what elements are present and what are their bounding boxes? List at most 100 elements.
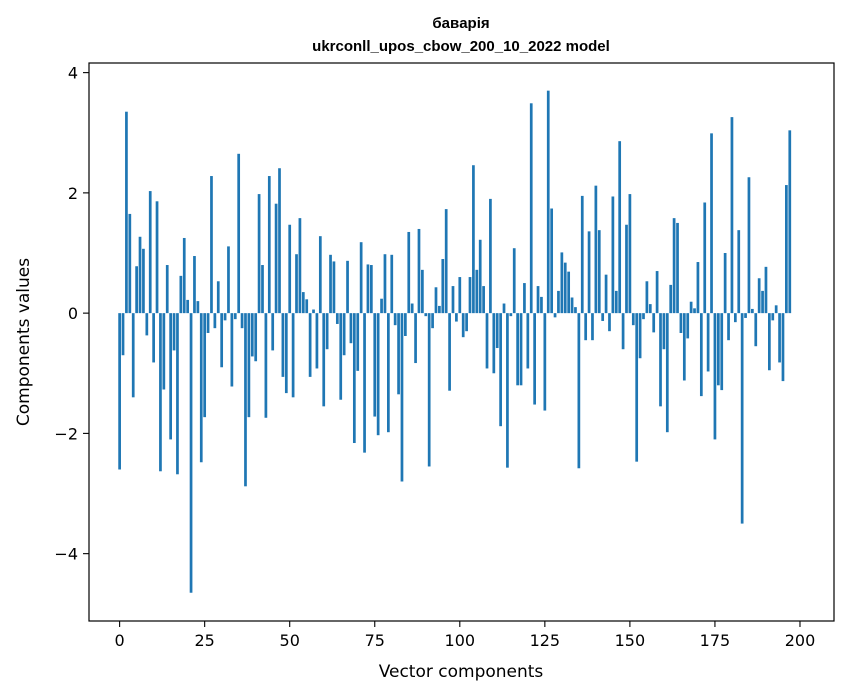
bar-131 xyxy=(563,262,567,314)
bar-149 xyxy=(625,224,628,314)
x-tick-label: 25 xyxy=(194,631,214,650)
bar-99 xyxy=(455,313,458,322)
bar-132 xyxy=(567,271,571,314)
bar-106 xyxy=(478,239,482,314)
bar-82 xyxy=(397,313,400,395)
bar-122 xyxy=(533,313,536,405)
bar-41 xyxy=(257,194,261,314)
bar-93 xyxy=(434,287,438,314)
bar-141 xyxy=(597,230,601,314)
bar-194 xyxy=(778,313,781,363)
bar-37 xyxy=(244,313,247,487)
bar-51 xyxy=(291,313,295,398)
bar-187 xyxy=(754,313,758,347)
bar-159 xyxy=(659,313,662,407)
bar-22 xyxy=(193,256,196,314)
bar-66 xyxy=(342,313,346,356)
bar-162 xyxy=(669,284,673,314)
bar-130 xyxy=(560,252,564,314)
bar-117 xyxy=(516,313,519,386)
bar-74 xyxy=(369,265,373,314)
plot-frame xyxy=(88,62,835,622)
bar-137 xyxy=(584,313,588,341)
bar-144 xyxy=(608,313,611,332)
bar-161 xyxy=(665,313,669,433)
bar-10 xyxy=(152,313,155,363)
bar-163 xyxy=(672,218,676,314)
bar-195 xyxy=(781,313,785,382)
bar-63 xyxy=(332,261,336,314)
bar-127 xyxy=(550,208,554,314)
bar-76 xyxy=(376,313,380,436)
bar-129 xyxy=(557,290,560,314)
chart-title: бавapiя xyxy=(432,15,489,32)
bar-112 xyxy=(499,313,502,427)
x-axis-label: Vector components xyxy=(379,662,544,682)
bar-3 xyxy=(128,213,132,314)
bar-108 xyxy=(485,313,489,369)
bar-4 xyxy=(131,313,135,398)
bar-59 xyxy=(318,236,322,314)
bar-128 xyxy=(553,313,557,318)
chart-subtitle: ukrconll_upos_cbow_200_10_2022 model xyxy=(312,38,610,55)
x-tick-label: 150 xyxy=(615,631,646,650)
bar-36 xyxy=(240,313,244,329)
bar-191 xyxy=(768,313,771,371)
bar-39 xyxy=(250,313,254,357)
bar-147 xyxy=(618,141,622,314)
y-axis-label: Components values xyxy=(14,258,34,426)
bar-178 xyxy=(723,253,727,314)
bar-101 xyxy=(461,313,465,338)
bar-57 xyxy=(312,309,315,314)
bar-145 xyxy=(611,196,615,314)
bar-111 xyxy=(495,313,499,349)
bar-75 xyxy=(373,313,377,417)
x-tick-label: 125 xyxy=(530,631,561,650)
bar-136 xyxy=(580,195,584,314)
bar-115 xyxy=(509,313,513,317)
bar-184 xyxy=(744,313,747,318)
bar-89 xyxy=(421,269,424,314)
bar-171 xyxy=(699,313,703,397)
bar-73 xyxy=(366,264,370,314)
bar-151 xyxy=(631,313,635,326)
bar-16 xyxy=(172,313,176,351)
bar-126 xyxy=(546,90,550,314)
bar-38 xyxy=(247,313,251,418)
bar-78 xyxy=(383,254,387,314)
bar-114 xyxy=(506,313,509,468)
bar-43 xyxy=(264,313,268,418)
bar-123 xyxy=(536,286,540,314)
bar-190 xyxy=(764,266,768,314)
bar-102 xyxy=(465,313,468,332)
bar-52 xyxy=(295,254,298,314)
bar-28 xyxy=(213,313,217,329)
bar-196 xyxy=(785,185,788,314)
bar-142 xyxy=(601,313,605,321)
bar-47 xyxy=(278,168,281,314)
bar-165 xyxy=(679,313,683,333)
bar-71 xyxy=(359,242,363,314)
bar-0 xyxy=(118,313,121,470)
bar-120 xyxy=(526,313,530,369)
bar-173 xyxy=(706,313,710,372)
bar-55 xyxy=(305,299,309,314)
bar-44 xyxy=(267,176,271,314)
x-tick-label: 200 xyxy=(785,631,816,650)
bar-157 xyxy=(652,313,656,333)
x-axis: 0 25 50 75 100 125 150 175 200 xyxy=(115,621,816,650)
bar-48 xyxy=(281,313,285,377)
bar-143 xyxy=(604,274,608,314)
y-axis: −4 −2 0 2 4 xyxy=(54,64,89,564)
y-tick-label: −4 xyxy=(54,545,78,564)
bar-152 xyxy=(635,313,639,462)
bar-154 xyxy=(642,313,645,320)
bar-88 xyxy=(417,228,421,314)
bar-189 xyxy=(761,290,764,314)
bar-20 xyxy=(186,299,190,314)
bar-25 xyxy=(203,313,207,418)
bar-86 xyxy=(410,303,414,314)
bar-85 xyxy=(407,231,411,314)
bar-49 xyxy=(284,313,288,394)
bar-121 xyxy=(529,103,533,314)
